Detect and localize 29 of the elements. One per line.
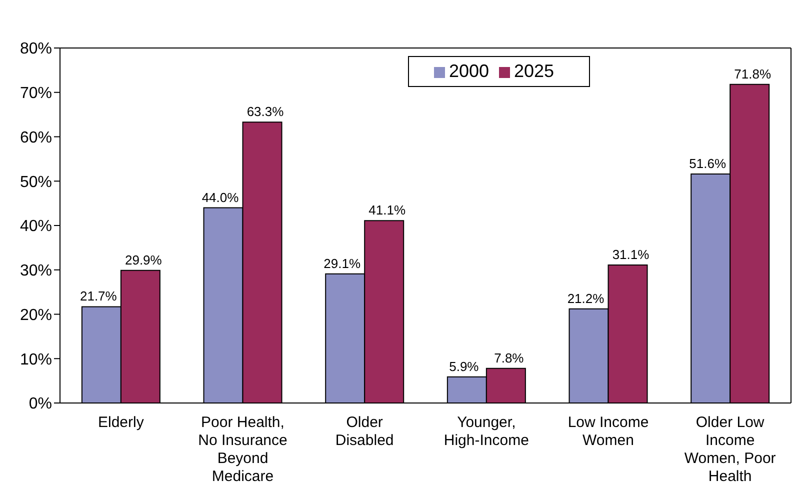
y-tick-label: 30% [20,262,52,280]
data-label: 41.1% [368,202,406,218]
x-tick-label: Older Low Income Women, Poor Health [684,414,776,485]
y-tick-label: 0% [28,396,52,413]
x-tick-label: Younger, High-Income [444,414,529,449]
y-tick-label: 70% [20,85,52,102]
data-label: 44.0% [202,190,240,205]
data-label: 29.9% [124,252,162,268]
y-tick-label: 50% [20,174,52,191]
data-label: 31.1% [612,246,650,262]
data-label: 21.7% [80,288,118,304]
y-tick-label: 60% [20,129,52,146]
data-label: 71.8% [734,66,772,82]
data-label: 7.8% [494,350,524,366]
y-tick-label: 80% [20,40,52,58]
x-tick-label: Low Income Women [568,414,649,449]
data-label: 63.3% [246,104,284,120]
y-tick-label: 40% [20,218,52,236]
data-label: 5.9% [449,358,480,374]
x-tick-label: Elderly [98,414,144,431]
legend-label: 2025 [514,61,554,81]
legend-label: 2000 [448,61,489,81]
data-label: 51.6% [689,156,726,172]
y-tick-label: 10% [20,351,52,368]
data-label: 29.1% [324,256,361,271]
data-label: 21.2% [567,290,605,306]
y-tick-label: 20% [20,306,52,324]
x-tick-label: Poor Health, No Insurance Beyond Medicare [198,414,288,485]
x-tick-label: Older Disabled [335,414,394,449]
